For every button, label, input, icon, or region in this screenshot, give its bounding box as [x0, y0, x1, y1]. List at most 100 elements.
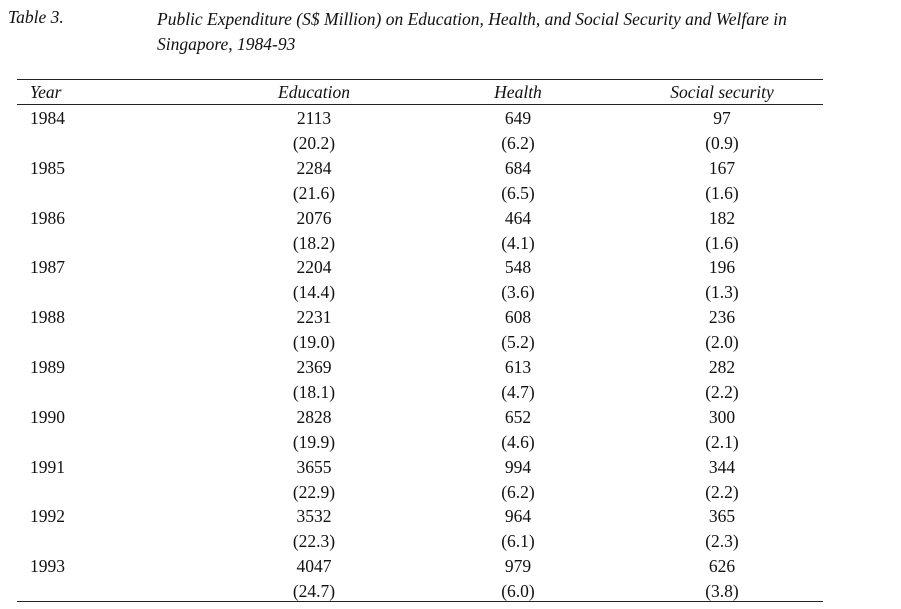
table-row-share: (24.7) (6.0) (3.8): [0, 579, 901, 603]
cell-social-security: 182: [708, 207, 736, 228]
cell-year: 1988: [30, 307, 65, 328]
header-year: Year: [30, 82, 62, 102]
cell-health: 548: [504, 257, 532, 278]
table-row: 1985 2284 684 167: [0, 156, 901, 180]
cell-health-share: (6.2): [501, 481, 535, 502]
cell-year: 1991: [30, 456, 65, 477]
cell-education-share: (21.6): [292, 182, 336, 203]
table-row-share: (22.3) (6.1) (2.3): [0, 529, 901, 553]
cell-year: 1987: [30, 257, 65, 278]
cell-social-security: 167: [708, 157, 736, 178]
table-label: Table 3.: [8, 7, 64, 27]
cell-education: 4047: [296, 556, 332, 577]
caption-line-2: Singapore, 1984-93: [157, 34, 296, 54]
table-row-share: (20.2) (6.2) (0.9): [0, 131, 901, 155]
caption-line-1: Public Expenditure (S$ Million) on Educa…: [157, 9, 787, 29]
table-row: 1991 3655 994 344: [0, 455, 901, 479]
table-header-row: Year Education Health Social security: [0, 80, 901, 104]
header-social-security: Social security: [670, 82, 774, 102]
cell-education-share: (22.3): [292, 531, 336, 552]
cell-health-share: (4.6): [501, 431, 535, 452]
cell-year: 1993: [30, 556, 65, 577]
cell-social-security: 626: [708, 556, 736, 577]
cell-year: 1990: [30, 406, 65, 427]
cell-health-share: (6.1): [501, 531, 535, 552]
cell-education-share: (14.4): [292, 282, 336, 303]
cell-health: 994: [504, 456, 532, 477]
cell-education: 2828: [296, 406, 332, 427]
table-row: 1984 2113 649 97: [0, 106, 901, 130]
cell-social-security: 365: [708, 506, 736, 527]
cell-social-security-share: (3.8): [705, 581, 739, 602]
cell-social-security-share: (2.1): [705, 431, 739, 452]
header-education: Education: [278, 82, 350, 102]
cell-education: 2231: [296, 307, 332, 328]
cell-social-security-share: (2.2): [705, 481, 739, 502]
header-health: Health: [494, 82, 542, 102]
cell-education-share: (19.0): [292, 332, 336, 353]
cell-education-share: (18.2): [292, 232, 336, 253]
table-row: 1990 2828 652 300: [0, 405, 901, 429]
cell-education: 2204: [296, 257, 332, 278]
header-rule: [17, 104, 823, 105]
table-row-share: (18.2) (4.1) (1.6): [0, 231, 901, 255]
cell-social-security: 97: [713, 108, 731, 128]
cell-health: 464: [504, 207, 532, 228]
cell-education-share: (22.9): [292, 481, 336, 502]
table-row: 1993 4047 979 626: [0, 554, 901, 578]
cell-health: 652: [504, 406, 532, 427]
cell-social-security: 282: [708, 357, 736, 377]
cell-year: 1984: [30, 108, 65, 128]
cell-health-share: (4.7): [501, 381, 535, 402]
bottom-rule: [17, 601, 823, 602]
cell-social-security-share: (1.6): [705, 182, 739, 203]
table-row: 1989 2369 613 282: [0, 355, 901, 379]
cell-health-share: (4.1): [501, 232, 535, 253]
cell-social-security-share: (2.3): [705, 531, 739, 552]
table-row: 1987 2204 548 196: [0, 255, 901, 279]
cell-education: 2113: [296, 108, 332, 128]
cell-social-security: 236: [708, 307, 736, 328]
cell-education: 2284: [296, 157, 332, 178]
cell-social-security: 344: [708, 456, 736, 477]
table-caption: Public Expenditure (S$ Million) on Educa…: [157, 7, 897, 57]
cell-health: 684: [504, 157, 532, 178]
cell-social-security-share: (2.2): [705, 381, 739, 402]
cell-health-share: (6.0): [501, 581, 535, 602]
top-rule: [17, 79, 823, 80]
table-row: 1986 2076 464 182: [0, 206, 901, 230]
cell-health: 613: [504, 357, 532, 377]
cell-education-share: (20.2): [292, 132, 336, 153]
cell-year: 1989: [30, 357, 65, 377]
table-row: 1992 3532 964 365: [0, 504, 901, 528]
table-row-share: (19.9) (4.6) (2.1): [0, 430, 901, 454]
cell-education: 2369: [296, 357, 332, 377]
cell-health: 608: [504, 307, 532, 328]
cell-social-security-share: (2.0): [705, 332, 739, 353]
table-row-share: (19.0) (5.2) (2.0): [0, 330, 901, 354]
cell-education: 3532: [296, 506, 332, 527]
cell-health-share: (3.6): [501, 282, 535, 303]
cell-education: 2076: [296, 207, 332, 228]
table-row: 1988 2231 608 236: [0, 305, 901, 329]
cell-social-security-share: (0.9): [705, 132, 739, 153]
cell-health: 979: [504, 556, 532, 577]
cell-social-security: 300: [708, 406, 736, 427]
cell-year: 1986: [30, 207, 65, 228]
cell-education-share: (24.7): [292, 581, 336, 602]
cell-health-share: (5.2): [501, 332, 535, 353]
table-row-share: (21.6) (6.5) (1.6): [0, 181, 901, 205]
cell-year: 1992: [30, 506, 65, 527]
cell-health-share: (6.5): [501, 182, 535, 203]
cell-social-security: 196: [708, 257, 736, 278]
cell-education-share: (19.9): [292, 431, 336, 452]
cell-education: 3655: [296, 456, 332, 477]
table-row-share: (22.9) (6.2) (2.2): [0, 480, 901, 504]
cell-social-security-share: (1.6): [705, 232, 739, 253]
table-row-share: (14.4) (3.6) (1.3): [0, 280, 901, 304]
table-row-share: (18.1) (4.7) (2.2): [0, 380, 901, 404]
cell-health-share: (6.2): [501, 132, 535, 153]
cell-year: 1985: [30, 157, 65, 178]
cell-education-share: (18.1): [292, 381, 336, 402]
cell-health: 964: [504, 506, 532, 527]
